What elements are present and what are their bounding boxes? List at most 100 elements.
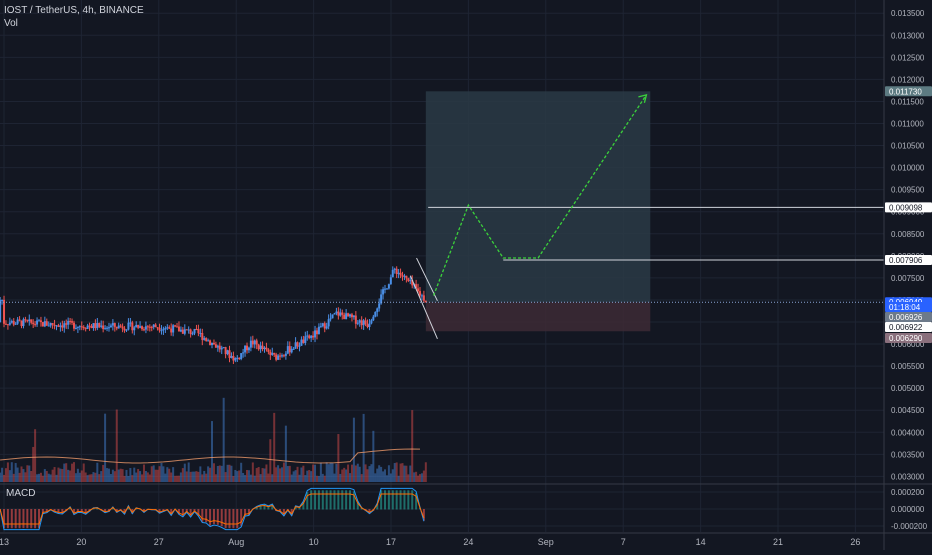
candle-body bbox=[269, 351, 272, 355]
candle-body bbox=[222, 347, 225, 349]
candle-body bbox=[418, 291, 421, 296]
candle-body bbox=[39, 320, 42, 323]
volume-bar bbox=[247, 470, 250, 482]
candle-body bbox=[244, 345, 247, 353]
price-tick-label: 0.006000 bbox=[891, 340, 925, 349]
macd-histogram-bar bbox=[310, 490, 313, 510]
candle-body bbox=[8, 322, 11, 325]
macd-histogram-bar bbox=[205, 509, 208, 523]
candle-body bbox=[156, 327, 159, 329]
channel-line bbox=[409, 275, 438, 339]
macd-histogram-bar bbox=[232, 509, 235, 529]
candle-body bbox=[345, 313, 348, 320]
volume-bar bbox=[96, 462, 99, 482]
price-tick-label: 0.011000 bbox=[891, 120, 924, 129]
volume-bar bbox=[164, 473, 167, 482]
volume-bar bbox=[139, 471, 142, 482]
volume-bar bbox=[368, 466, 371, 482]
macd-histogram-bar bbox=[220, 509, 223, 527]
volume-bar bbox=[255, 468, 258, 482]
candle-body bbox=[341, 312, 344, 315]
candle-body bbox=[74, 327, 77, 329]
volume-bar bbox=[179, 472, 182, 482]
volume-bar bbox=[205, 473, 208, 482]
macd-histogram-bar bbox=[247, 509, 250, 516]
volume-bar bbox=[282, 462, 285, 482]
candle-body bbox=[131, 322, 134, 331]
candle-body bbox=[176, 326, 179, 328]
volume-bar bbox=[315, 475, 318, 482]
candle-body bbox=[216, 345, 219, 348]
candle-body bbox=[78, 326, 81, 328]
candle-body bbox=[382, 289, 385, 295]
volume-bar bbox=[187, 462, 190, 482]
macd-tick-label: -0.000200 bbox=[891, 522, 928, 531]
volume-bar bbox=[304, 475, 307, 482]
macd-histogram-bar bbox=[255, 506, 258, 510]
macd-histogram-bar bbox=[131, 509, 134, 514]
macd-histogram-bar bbox=[236, 509, 239, 529]
price-label-text: 0.007906 bbox=[889, 256, 923, 265]
volume-bar bbox=[298, 474, 301, 482]
macd-histogram-bar bbox=[259, 505, 262, 510]
macd-histogram-bar bbox=[282, 509, 285, 516]
volume-bar bbox=[267, 473, 270, 482]
volume-bar bbox=[393, 463, 396, 482]
candle-body bbox=[107, 327, 110, 329]
volume-bar bbox=[232, 475, 235, 482]
candle-body bbox=[220, 347, 223, 350]
x-tick-label: 20 bbox=[76, 537, 86, 547]
volume-bar bbox=[156, 469, 159, 482]
candle-body bbox=[104, 328, 107, 330]
volume-bar bbox=[341, 469, 344, 482]
candle-body bbox=[195, 328, 198, 330]
volume-bar bbox=[154, 469, 157, 482]
candle-body bbox=[366, 324, 369, 328]
candle-body bbox=[288, 346, 291, 353]
price-label-text: 0.009098 bbox=[889, 203, 923, 212]
volume-bar bbox=[294, 470, 297, 482]
candle-body bbox=[36, 320, 39, 325]
candle-body bbox=[255, 340, 258, 345]
candle-body bbox=[323, 323, 326, 329]
candle-body bbox=[14, 323, 17, 325]
volume-bar bbox=[226, 464, 229, 482]
volume-bar bbox=[168, 468, 171, 482]
candle-body bbox=[88, 325, 91, 327]
candle-body bbox=[319, 326, 322, 328]
volume-bar bbox=[106, 468, 109, 482]
candle-body bbox=[267, 349, 270, 352]
price-label-box bbox=[885, 302, 932, 312]
volume-bar bbox=[172, 467, 175, 482]
volume-bar bbox=[69, 470, 72, 482]
macd-histogram-bar bbox=[337, 490, 340, 510]
macd-histogram-bar bbox=[84, 509, 87, 515]
macd-histogram-bar bbox=[189, 509, 192, 517]
macd-histogram-bar bbox=[333, 490, 336, 510]
price-tick-label: 0.012500 bbox=[891, 53, 925, 62]
macd-histogram-bar bbox=[267, 506, 270, 510]
macd-histogram-bar bbox=[30, 509, 33, 529]
volume-bar bbox=[380, 466, 383, 482]
x-tick-label: 10 bbox=[309, 537, 319, 547]
volume-bar bbox=[362, 413, 365, 482]
candle-body bbox=[129, 322, 132, 324]
volume-bar bbox=[337, 434, 340, 482]
candle-body bbox=[409, 280, 412, 282]
candle-body bbox=[158, 327, 161, 331]
candle-body bbox=[360, 320, 363, 326]
volume-bar bbox=[271, 474, 274, 482]
price-label-text: 0.006290 bbox=[889, 334, 923, 343]
price-tick-label: 0.013500 bbox=[891, 9, 925, 18]
x-tick-label: Sep bbox=[538, 537, 554, 547]
macd-histogram-bar bbox=[170, 509, 173, 516]
candle-body bbox=[350, 314, 353, 318]
volume-bar bbox=[12, 473, 15, 482]
macd-histogram-bar bbox=[317, 490, 320, 510]
volume-bar bbox=[181, 468, 184, 482]
macd-histogram-bar bbox=[294, 506, 297, 510]
macd-histogram-bar bbox=[279, 509, 282, 512]
x-tick-label: 21 bbox=[773, 537, 783, 547]
volume-bar bbox=[345, 469, 348, 482]
